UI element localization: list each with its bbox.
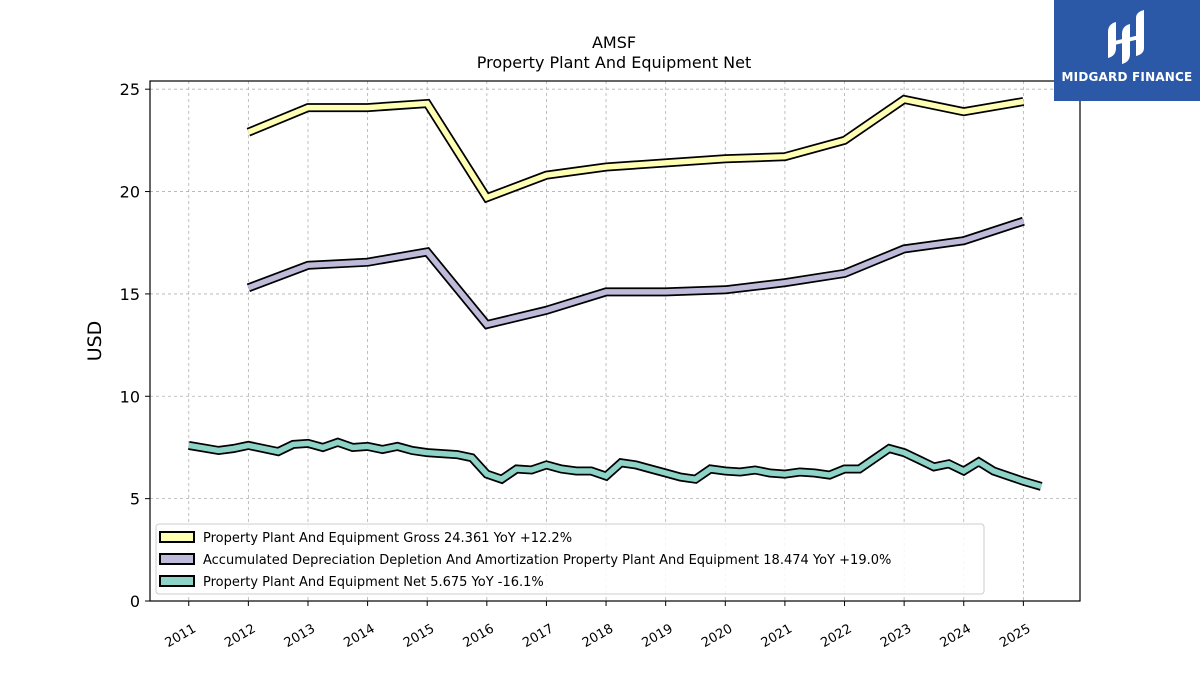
y-tick-label: 25 (120, 80, 140, 99)
y-tick-label: 0 (130, 592, 140, 611)
brand-name: MIDGARD FINANCE (1061, 70, 1193, 84)
series-line (247, 96, 1024, 202)
y-axis-label: USD (84, 321, 106, 362)
x-axis: 2011 2012 2013 2014 2015 2016 2017 2018 2019 2020… (163, 601, 1033, 651)
x-tick-label: 2021 (759, 621, 795, 651)
series-line-outline (246, 94, 1025, 204)
x-tick-label: 2011 (163, 621, 199, 651)
x-tick-label: 2017 (520, 621, 556, 651)
x-tick-label: 2018 (580, 621, 616, 651)
brand-logo: MIDGARD FINANCE (1054, 0, 1200, 101)
series-line (188, 439, 1042, 490)
y-axis: 0 5 10 15 20 25 (120, 80, 150, 611)
legend: Property Plant And Equipment Gross 24.36… (155, 523, 985, 595)
x-tick-label: 2022 (818, 621, 854, 651)
x-tick-label: 2025 (997, 621, 1033, 651)
brand-mark-icon (1108, 10, 1144, 64)
x-tick-label: 2012 (222, 621, 258, 651)
plot-frame (149, 80, 1081, 602)
y-tick-label: 20 (120, 183, 140, 202)
legend-swatch (159, 531, 195, 543)
series-line-outline (188, 437, 1043, 491)
legend-label: Accumulated Depreciation Depletion And A… (203, 553, 891, 568)
series-layer (188, 94, 1043, 491)
legend-swatch (159, 575, 195, 587)
x-tick-label: 2016 (461, 621, 497, 651)
series-line (247, 218, 1025, 328)
x-tick-label: 2024 (938, 621, 974, 651)
x-tick-label: 2014 (341, 621, 377, 651)
y-tick-label: 10 (120, 387, 140, 406)
x-tick-label: 2015 (401, 621, 437, 651)
legend-label: Property Plant And Equipment Net 5.675 Y… (203, 575, 544, 590)
legend-box (155, 523, 985, 595)
y-tick-label: 15 (120, 285, 140, 304)
x-tick-label: 2020 (699, 621, 735, 651)
series-line-outline (246, 216, 1025, 330)
legend-swatch (159, 553, 195, 565)
chart-subtitle: Property Plant And Equipment Net (477, 53, 752, 72)
x-tick-label: 2019 (640, 621, 676, 651)
x-tick-label: 2013 (282, 621, 318, 651)
x-tick-label: 2023 (878, 621, 914, 651)
chart-title: AMSF (592, 33, 636, 52)
grid-lines (150, 81, 1080, 601)
legend-label: Property Plant And Equipment Gross 24.36… (203, 531, 572, 546)
y-tick-label: 5 (130, 490, 140, 509)
